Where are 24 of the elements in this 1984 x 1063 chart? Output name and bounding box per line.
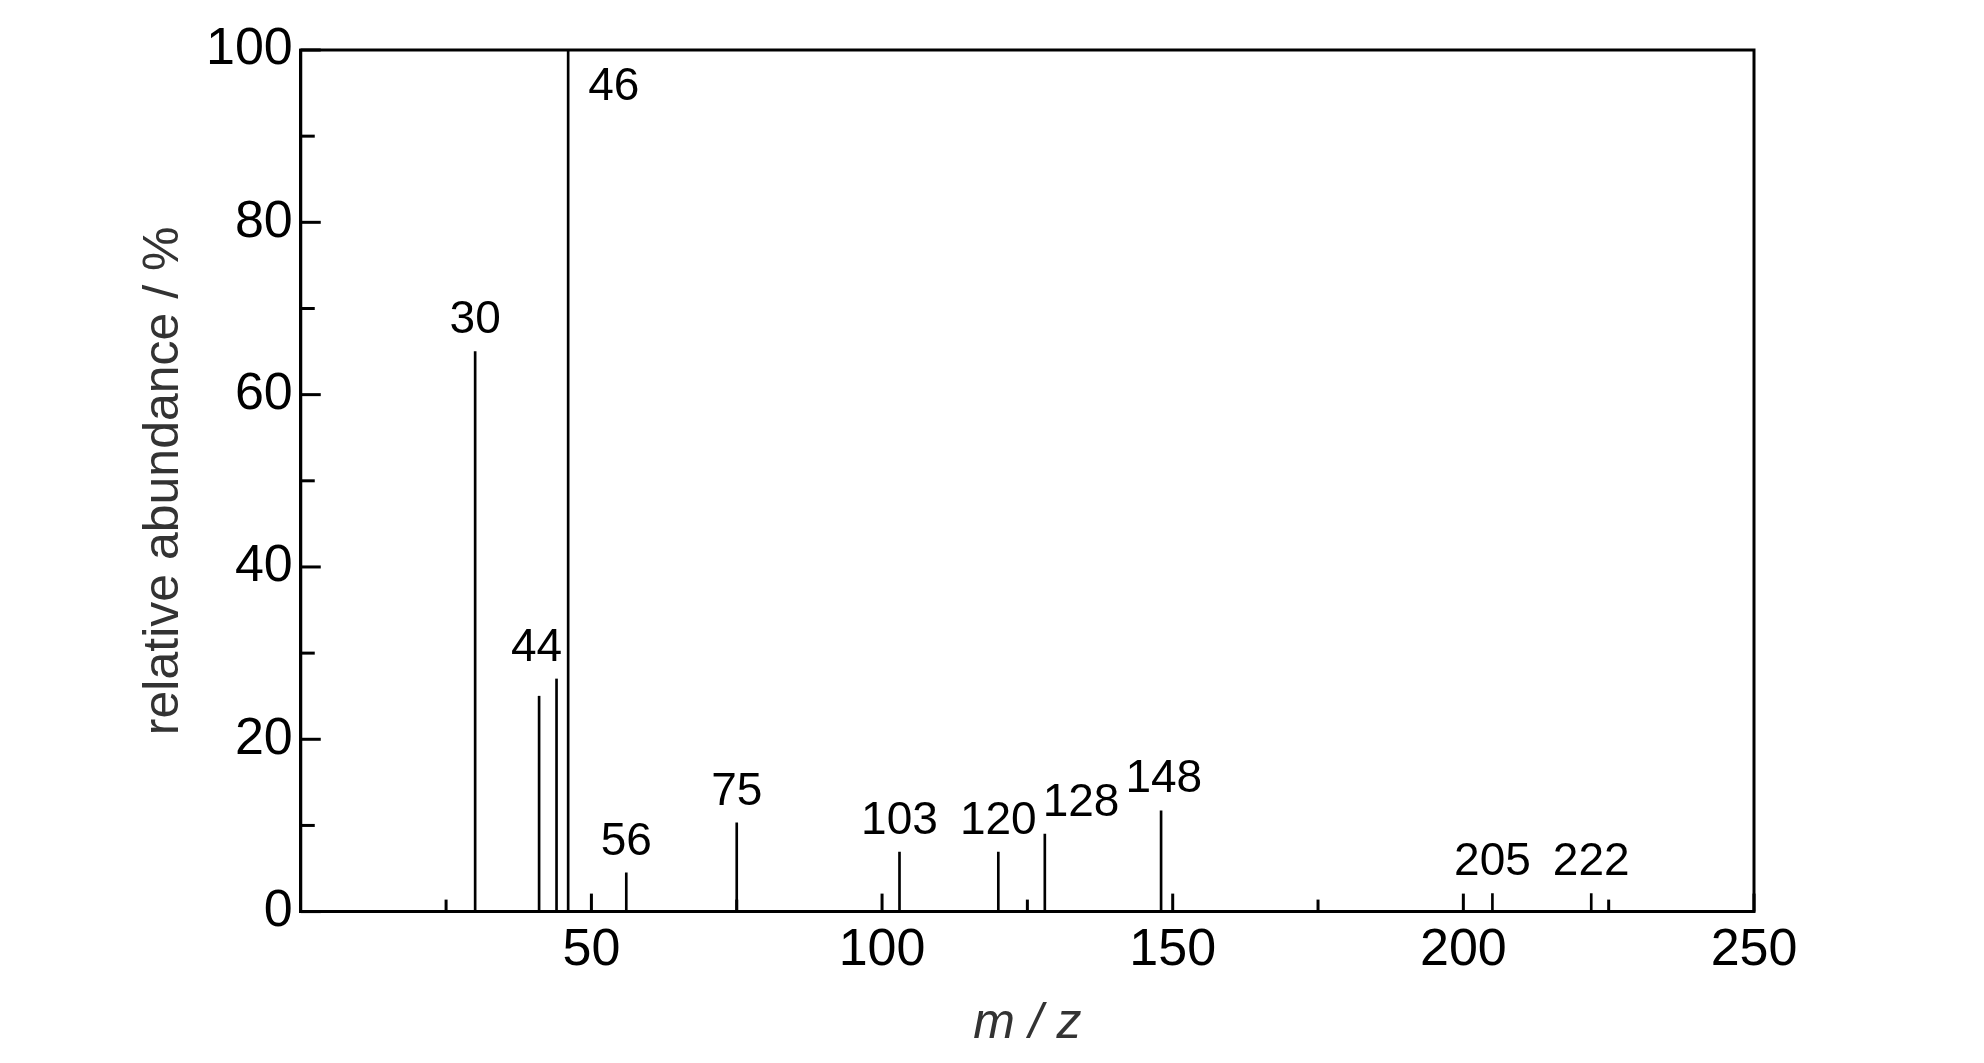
- y-tick-label: 0: [263, 878, 293, 937]
- y-tick-label: 40: [234, 534, 293, 593]
- x-tick-label: 100: [838, 918, 926, 977]
- x-axis-title: m / z: [973, 992, 1082, 1049]
- y-tick-label: 60: [234, 361, 293, 420]
- x-tick-label: 250: [1710, 918, 1798, 977]
- y-tick-label: 80: [234, 189, 293, 248]
- x-tick-label: 150: [1129, 918, 1217, 977]
- y-axis-title: relative abundance / %: [132, 226, 189, 736]
- annotation: 205: [1454, 833, 1531, 886]
- annotation: 75: [711, 762, 763, 815]
- annotation: 56: [600, 812, 652, 865]
- annotation: 222: [1552, 833, 1630, 886]
- y-tick-label: 100: [205, 17, 293, 76]
- annotation: 120: [959, 791, 1037, 844]
- annotation: 30: [449, 291, 501, 344]
- x-tick-label: 200: [1419, 918, 1507, 977]
- annotation: 128: [1042, 773, 1120, 826]
- annotation: 46: [588, 57, 640, 110]
- annotation: 148: [1125, 750, 1203, 803]
- y-tick-label: 20: [234, 706, 293, 765]
- annotation: 103: [861, 791, 938, 844]
- annotation: 44: [510, 618, 563, 671]
- x-tick-label: 50: [562, 918, 621, 977]
